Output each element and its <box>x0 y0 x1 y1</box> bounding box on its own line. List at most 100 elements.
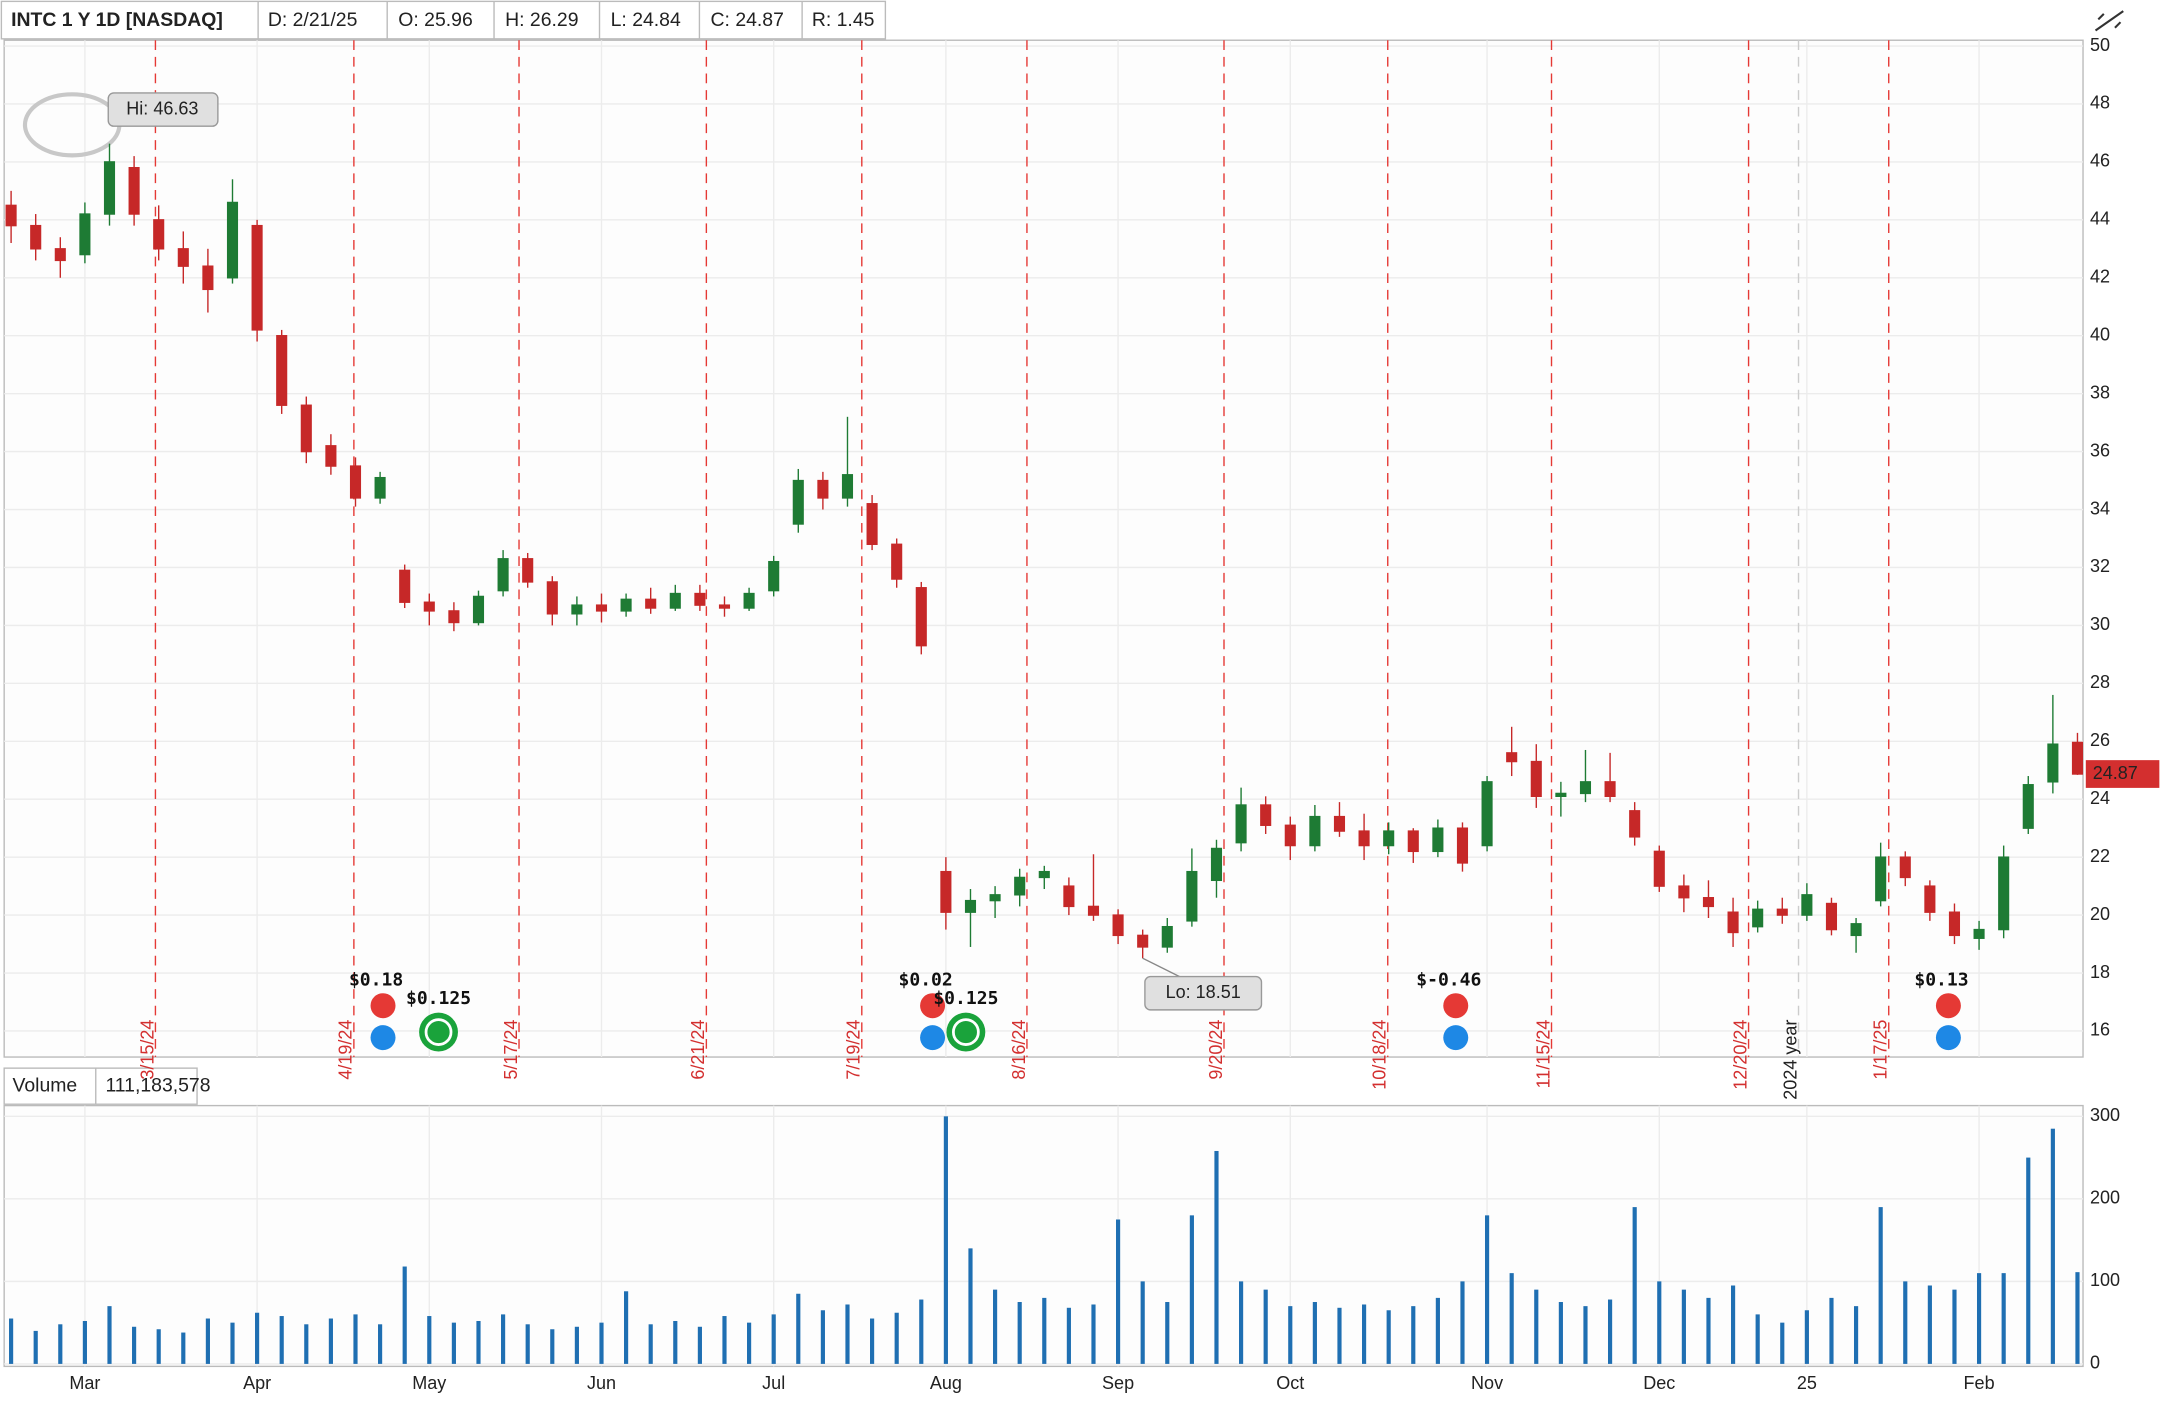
candle-body <box>546 581 558 615</box>
candle-body <box>1260 804 1272 826</box>
volume-bar <box>845 1304 850 1364</box>
candle-body <box>177 248 189 267</box>
earnings-call-icon[interactable] <box>370 993 396 1019</box>
candle-body <box>1825 902 1838 931</box>
candle-body <box>1063 885 1075 908</box>
y-tick-label: 300 <box>2090 1105 2120 1125</box>
earnings-value: $0.13 <box>1914 970 1968 991</box>
candle-body <box>1235 804 1247 844</box>
symbol: INTC 1 Y 1D [NASDAQ] <box>11 9 223 31</box>
event-label: 9/20/24 <box>1206 1020 1226 1080</box>
candle-body <box>1383 830 1395 847</box>
candle-body <box>1653 850 1665 887</box>
volume-bar <box>353 1314 358 1364</box>
volume-bar <box>697 1326 702 1364</box>
volume-bar <box>1460 1281 1465 1364</box>
candle-body <box>103 161 116 215</box>
candle-body <box>300 404 312 453</box>
volume-bar <box>1706 1297 1711 1364</box>
candle-body <box>1752 908 1764 928</box>
candle-body <box>448 610 460 624</box>
dividend-value: $0.125 <box>406 988 471 1009</box>
candle-body <box>128 166 140 215</box>
candle-body <box>669 592 681 609</box>
x-tick-label: Jul <box>762 1373 785 1393</box>
candle-body <box>1456 827 1469 864</box>
earnings-call-icon[interactable] <box>1443 993 1469 1019</box>
volume-bar <box>1140 1281 1145 1364</box>
volume-bar <box>402 1266 407 1364</box>
draw-tool-icon[interactable] <box>2094 10 2124 32</box>
candle-body <box>1481 781 1493 847</box>
event-label: 3/15/24 <box>137 1020 157 1080</box>
volume-bar <box>1263 1289 1268 1364</box>
volume-bar <box>181 1332 186 1364</box>
volume-bar <box>648 1324 653 1364</box>
candle-body <box>1432 827 1444 853</box>
volume-bar <box>58 1324 63 1364</box>
event-label: 8/16/24 <box>1009 1020 1029 1080</box>
y-tick-label: 44 <box>2090 209 2110 229</box>
candle-body <box>1014 876 1026 896</box>
earnings-icon[interactable] <box>370 1025 396 1051</box>
y-tick-label: 16 <box>2090 1020 2110 1040</box>
candle-body <box>1333 815 1346 832</box>
volume-bar <box>2001 1273 2006 1364</box>
earnings-call-icon[interactable] <box>920 993 946 1019</box>
volume-bar <box>968 1248 973 1364</box>
volume-bar <box>599 1322 604 1364</box>
candle-body <box>1579 781 1592 795</box>
event-label: 4/19/24 <box>336 1020 356 1080</box>
volume-bar <box>1091 1304 1096 1364</box>
candle-body <box>1087 905 1100 916</box>
y-tick-label: 30 <box>2090 614 2110 634</box>
candle-body <box>374 476 386 499</box>
date: D: 2/21/25 <box>268 9 358 31</box>
x-tick-label: Nov <box>1471 1373 1503 1393</box>
volume-bar <box>255 1312 260 1364</box>
candle-body <box>891 543 903 580</box>
earnings-icon[interactable] <box>1935 1025 1961 1051</box>
volume-bar <box>1804 1310 1809 1364</box>
candle-body <box>817 479 829 499</box>
candle-body <box>841 474 854 499</box>
candle-body <box>472 595 485 624</box>
candle-body <box>792 479 804 525</box>
price-panel <box>3 39 2084 1058</box>
candle-body <box>2022 784 2034 829</box>
candle-body <box>1112 914 1124 937</box>
earnings-call-icon[interactable] <box>1935 993 1961 1019</box>
volume-bar <box>1189 1215 1194 1364</box>
candle-body <box>202 265 214 291</box>
callout-box <box>107 92 219 127</box>
candle-body <box>620 598 632 612</box>
candle-body <box>325 445 337 467</box>
volume-bar <box>1509 1273 1514 1364</box>
volume-bar <box>747 1322 752 1364</box>
x-tick-label: Oct <box>1276 1373 1304 1393</box>
y-tick-label: 28 <box>2090 672 2110 692</box>
y-tick-label: 40 <box>2090 324 2110 344</box>
x-tick-label: Dec <box>1643 1373 1675 1393</box>
volume-bar <box>1214 1150 1219 1364</box>
event-label: 10/18/24 <box>1370 1020 1390 1090</box>
last-price-tag <box>2085 760 2160 788</box>
x-tick-label: Apr <box>243 1373 271 1393</box>
volume-bar <box>1484 1215 1490 1364</box>
volume-bar <box>919 1299 924 1364</box>
volume-bar <box>476 1320 481 1364</box>
volume-bar <box>378 1324 383 1364</box>
volume-bar <box>107 1306 112 1364</box>
earnings-icon[interactable] <box>920 1025 946 1051</box>
volume-bar <box>796 1293 801 1364</box>
volume-bar <box>1337 1307 1342 1364</box>
volume-bar <box>1681 1289 1686 1364</box>
candle-body <box>423 601 435 612</box>
candle-body <box>989 894 1001 902</box>
y-tick-label: 42 <box>2090 267 2110 287</box>
volume-bar <box>9 1318 14 1364</box>
hi-label: Hi: 46.63 <box>126 98 198 118</box>
candle-body <box>940 870 952 913</box>
y-tick-label: 0 <box>2090 1353 2100 1373</box>
earnings-icon[interactable] <box>1443 1025 1469 1051</box>
